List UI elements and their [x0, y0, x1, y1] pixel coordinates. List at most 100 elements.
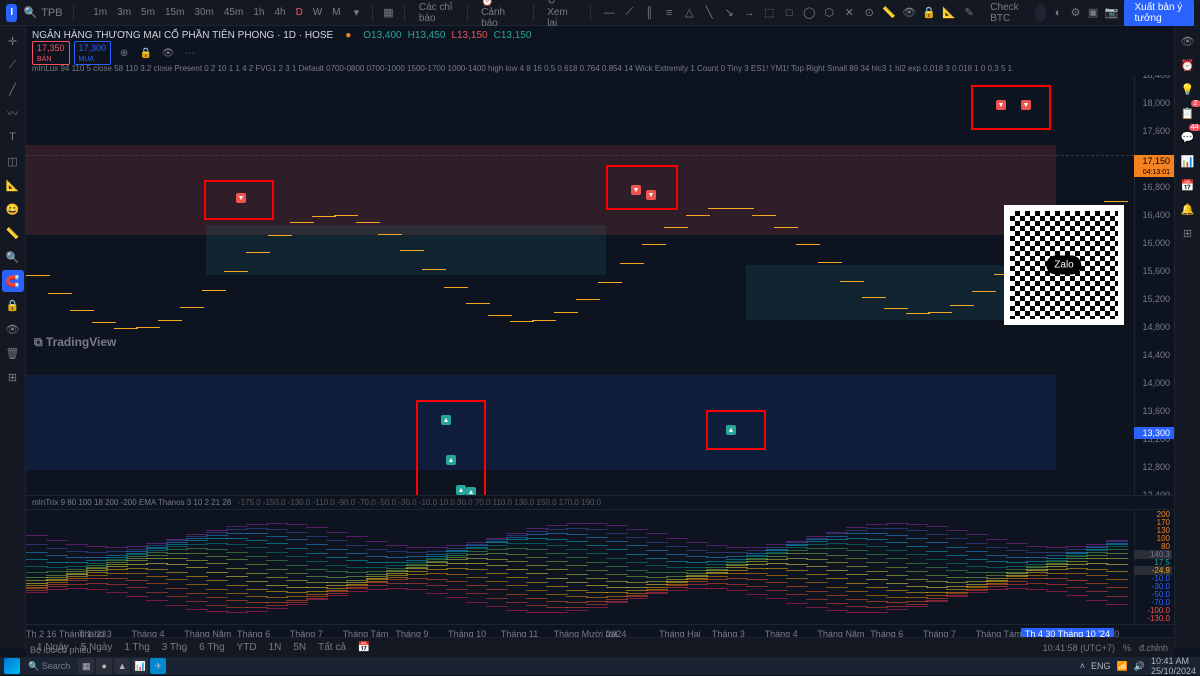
draw-tool-1[interactable]: ⟋	[620, 4, 638, 22]
tray-chevron-icon[interactable]: ˄	[1080, 661, 1085, 671]
right-tool-7[interactable]: 🔔	[1177, 198, 1199, 220]
left-tool-7[interactable]: 😀	[2, 198, 24, 220]
percent-toggle[interactable]: %	[1123, 643, 1131, 653]
avatar[interactable]	[1035, 4, 1046, 22]
dropdown-icon[interactable]: ▾	[351, 4, 362, 22]
left-tool-9[interactable]: 🔍	[2, 246, 24, 268]
timeframe-15m[interactable]: 15m	[161, 5, 188, 20]
timeframe-M[interactable]: M	[328, 5, 344, 20]
task-app-4[interactable]: 📊	[132, 658, 148, 674]
left-tool-10[interactable]: 🧲	[2, 270, 24, 292]
candle-style-icon[interactable]: ▦	[383, 4, 394, 22]
draw-tool-3[interactable]: ≡	[660, 4, 678, 22]
sub-price-axis[interactable]: 20017013010080140.317.5-24.9-10.0-30.0-5…	[1134, 510, 1174, 624]
sell-box[interactable]: 17,350BÁN	[32, 41, 70, 65]
right-tool-5[interactable]: 📊	[1177, 150, 1199, 172]
left-tool-6[interactable]: 📐	[2, 174, 24, 196]
draw-tool-4[interactable]: △	[680, 4, 698, 22]
timeframe-1h[interactable]: 1h	[249, 5, 268, 20]
indicators-button[interactable]: Các chỉ báo	[415, 2, 457, 24]
range-5N[interactable]: 5N	[288, 640, 311, 655]
indicator-2-row[interactable]: mInTrix 9 80 100 18 200 -200 EMA Thanos …	[26, 495, 1174, 509]
draw-tool-18[interactable]: ✎	[960, 4, 978, 22]
timeframe-3m[interactable]: 3m	[113, 5, 135, 20]
alert-button[interactable]: ⏰ Cảnh báo	[477, 0, 522, 29]
screener-label[interactable]: Bộ lọc cổ phiếu	[30, 645, 92, 655]
draw-tool-16[interactable]: 🔒	[920, 4, 938, 22]
buy-box[interactable]: 17,300MUA	[74, 41, 112, 65]
left-tool-13[interactable]: 🗑	[2, 342, 24, 364]
expand-icon[interactable]: ⊕	[115, 44, 133, 62]
right-tool-8[interactable]: ⊞	[1177, 222, 1199, 244]
draw-tool-9[interactable]: □	[780, 4, 798, 22]
draw-tool-7[interactable]: →	[740, 4, 758, 22]
timeframe-1m[interactable]: 1m	[89, 5, 111, 20]
calendar-icon[interactable]: 📅	[355, 639, 373, 657]
left-tool-2[interactable]: ╱	[2, 78, 24, 100]
range-3 Thg[interactable]: 3 Thg	[157, 640, 192, 655]
draw-tool-10[interactable]: ◯	[800, 4, 818, 22]
range-6 Thg[interactable]: 6 Thg	[194, 640, 229, 655]
more-icon[interactable]: ⋯	[181, 44, 199, 62]
main-chart[interactable]: ▼▼▼▲▲▲▲▲▼▼ 18,40018,00017,60017,20016,80…	[26, 75, 1174, 495]
left-tool-1[interactable]: ⟋	[2, 54, 24, 76]
left-tool-3[interactable]: 〰	[2, 102, 24, 124]
task-app-5[interactable]: ✈	[150, 658, 166, 674]
lock-icon[interactable]: 🔒	[137, 44, 155, 62]
draw-tool-15[interactable]: 👁	[900, 4, 918, 22]
hide-icon[interactable]: 👁	[159, 44, 177, 62]
taskbar-search[interactable]: 🔍 Search	[22, 661, 76, 672]
range-Tất cả[interactable]: Tất cả	[313, 640, 351, 655]
draw-tool-17[interactable]: 📐	[940, 4, 958, 22]
price-axis[interactable]: 18,40018,00017,60017,20016,80016,40016,0…	[1134, 75, 1174, 495]
task-app-2[interactable]: ●	[96, 658, 112, 674]
symbol-search[interactable]: 🔍 TPB	[23, 6, 62, 19]
layout-icon[interactable]: ▣	[1087, 4, 1098, 22]
left-tool-14[interactable]: ⊞	[2, 366, 24, 388]
sub-chart[interactable]: 20017013010080140.317.5-24.9-10.0-30.0-5…	[26, 509, 1174, 624]
draw-tool-13[interactable]: ⊙	[860, 4, 878, 22]
draw-tool-6[interactable]: ↘	[720, 4, 738, 22]
left-tool-8[interactable]: 📏	[2, 222, 24, 244]
volume-icon[interactable]: 🔊	[1134, 661, 1145, 672]
timeframe-5m[interactable]: 5m	[137, 5, 159, 20]
task-app-1[interactable]: ▦	[78, 658, 94, 674]
right-tool-3[interactable]: 📋2	[1177, 102, 1199, 124]
adj-toggle[interactable]: đ.chỉnh	[1139, 643, 1168, 653]
wifi-icon[interactable]: 📶	[1117, 661, 1128, 672]
timeframe-4h[interactable]: 4h	[270, 5, 289, 20]
draw-tool-12[interactable]: ✕	[840, 4, 858, 22]
check-btc[interactable]: Check BTC	[990, 2, 1023, 24]
lang-indicator[interactable]: ENG	[1091, 661, 1111, 671]
indicator-1-row[interactable]: mInLux 94 110 5 close 58 110 3.2 close P…	[26, 62, 1174, 75]
publish-button[interactable]: Xuất bản ý tưởng	[1124, 0, 1194, 27]
replay-button[interactable]: ↻ Xem lại	[543, 0, 579, 29]
draw-tool-2[interactable]: ║	[640, 4, 658, 22]
logo[interactable]: I	[6, 4, 17, 22]
flag-icon[interactable]: ●	[339, 26, 357, 44]
timeframe-W[interactable]: W	[309, 5, 326, 20]
draw-tool-11[interactable]: ⬡	[820, 4, 838, 22]
camera-icon[interactable]: 📷	[1105, 4, 1119, 22]
task-app-3[interactable]: ▲	[114, 658, 130, 674]
left-tool-0[interactable]: ✛	[2, 30, 24, 52]
draw-tool-5[interactable]: ╲	[700, 4, 718, 22]
range-1 Thg[interactable]: 1 Thg	[119, 640, 154, 655]
right-tool-4[interactable]: 💬44	[1177, 126, 1199, 148]
right-tool-2[interactable]: 💡	[1177, 78, 1199, 100]
right-tool-1[interactable]: ⏰	[1177, 54, 1199, 76]
range-1N[interactable]: 1N	[264, 640, 287, 655]
start-button[interactable]	[4, 658, 20, 674]
timeframe-D[interactable]: D	[292, 5, 307, 20]
settings-icon[interactable]: ⚙	[1070, 4, 1081, 22]
range-YTD[interactable]: YTD	[232, 640, 262, 655]
notif-icon[interactable]: ◐	[1052, 4, 1063, 22]
right-tool-0[interactable]: 👁	[1177, 30, 1199, 52]
draw-tool-8[interactable]: ⬚	[760, 4, 778, 22]
left-tool-11[interactable]: 🔒	[2, 294, 24, 316]
draw-tool-14[interactable]: 📏	[880, 4, 898, 22]
draw-tool-0[interactable]: —	[600, 4, 618, 22]
timeframe-45m[interactable]: 45m	[220, 5, 247, 20]
left-tool-4[interactable]: T	[2, 126, 24, 148]
right-tool-6[interactable]: 📅	[1177, 174, 1199, 196]
